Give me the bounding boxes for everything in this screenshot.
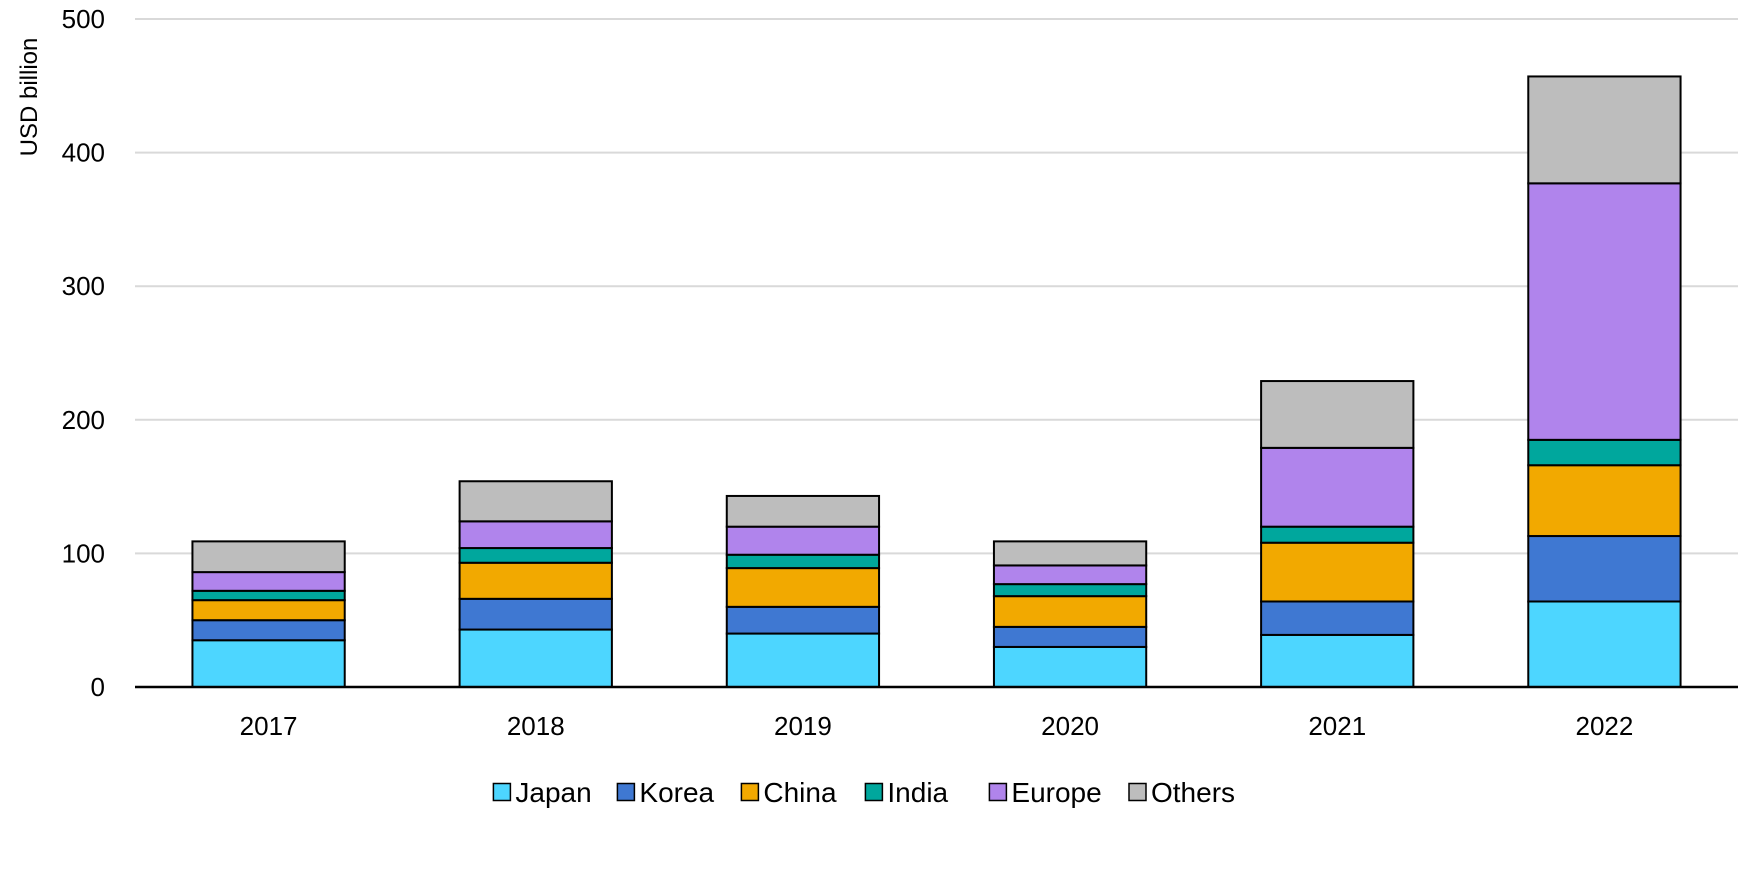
legend-swatch bbox=[988, 782, 1008, 802]
bar-segment-europe-2017 bbox=[191, 571, 346, 592]
bars bbox=[191, 75, 1682, 688]
gridlines bbox=[135, 18, 1738, 555]
legend-label: India bbox=[887, 777, 948, 808]
legend-swatch bbox=[740, 782, 760, 802]
bar-segment-europe-2020 bbox=[992, 564, 1148, 586]
legend-item-others: Others bbox=[1128, 777, 1235, 808]
y-axis-tick-labels: 0 100 200 300 400 500 bbox=[62, 4, 105, 702]
bar-segment-india-2021 bbox=[1260, 525, 1415, 544]
legend-label: Japan bbox=[515, 777, 591, 808]
bar-segment-others-2017 bbox=[191, 540, 346, 574]
y-tick-label: 200 bbox=[62, 405, 105, 435]
bar-segment-japan-2022 bbox=[1527, 600, 1682, 688]
bar-segment-others-2019 bbox=[725, 494, 881, 528]
bar-segment-korea-2020 bbox=[992, 625, 1148, 648]
bar-segment-china-2017 bbox=[191, 599, 346, 622]
y-tick-label: 500 bbox=[62, 4, 105, 34]
bar-segment-japan-2018 bbox=[458, 628, 613, 688]
x-tick-label: 2018 bbox=[507, 711, 565, 741]
bar-segment-others-2022 bbox=[1527, 75, 1682, 185]
legend-item-europe: Europe bbox=[988, 777, 1102, 808]
x-tick-label: 2022 bbox=[1575, 711, 1633, 741]
legend-swatch bbox=[864, 782, 884, 802]
bar-segment-china-2019 bbox=[725, 567, 881, 608]
bar-segment-korea-2019 bbox=[725, 605, 881, 635]
y-tick-label: 100 bbox=[62, 538, 105, 568]
bar-segment-china-2018 bbox=[458, 561, 613, 600]
bar-segment-korea-2022 bbox=[1527, 535, 1682, 603]
bar-segment-india-2018 bbox=[458, 547, 613, 564]
bar-stack-2019 bbox=[725, 494, 881, 688]
legend-item-india: India bbox=[864, 777, 949, 808]
bar-segment-europe-2022 bbox=[1527, 182, 1682, 441]
bar-segment-korea-2017 bbox=[191, 619, 346, 642]
legend-label: Korea bbox=[639, 777, 714, 808]
bar-segment-europe-2019 bbox=[725, 525, 881, 556]
x-tick-label: 2019 bbox=[774, 711, 832, 741]
x-tick-label: 2021 bbox=[1308, 711, 1366, 741]
y-axis-title: USD billion bbox=[16, 38, 43, 157]
legend-swatch bbox=[492, 782, 512, 802]
legend-item-japan: Japan bbox=[492, 777, 592, 808]
bar-segment-china-2022 bbox=[1527, 464, 1682, 538]
bar-segment-europe-2021 bbox=[1260, 446, 1415, 528]
bar-stack-2017 bbox=[191, 540, 346, 688]
bar-segment-others-2020 bbox=[992, 540, 1148, 567]
bar-segment-others-2018 bbox=[458, 480, 613, 523]
bar-stack-2020 bbox=[992, 540, 1148, 688]
y-tick-label: 0 bbox=[91, 672, 105, 702]
legend: Japan Korea China India Europe Others bbox=[492, 777, 1235, 808]
legend-label: China bbox=[763, 777, 837, 808]
bar-segment-india-2019 bbox=[725, 553, 881, 570]
x-tick-label: 2020 bbox=[1041, 711, 1099, 741]
bar-segment-japan-2021 bbox=[1260, 633, 1415, 688]
legend-swatch bbox=[616, 782, 636, 802]
x-tick-label: 2017 bbox=[240, 711, 298, 741]
legend-label: Europe bbox=[1011, 777, 1101, 808]
bar-segment-china-2021 bbox=[1260, 541, 1415, 603]
bar-segment-korea-2021 bbox=[1260, 600, 1415, 636]
bar-segment-japan-2017 bbox=[191, 639, 346, 688]
legend-swatch bbox=[1128, 782, 1147, 802]
bar-segment-others-2021 bbox=[1260, 380, 1415, 449]
x-axis-tick-labels: 2017 2018 2019 2020 2021 2022 bbox=[240, 711, 1634, 741]
y-tick-label: 400 bbox=[62, 138, 105, 168]
bar-stack-2021 bbox=[1260, 380, 1415, 688]
bar-segment-india-2022 bbox=[1527, 438, 1682, 467]
legend-label: Others bbox=[1151, 777, 1235, 808]
bar-segment-japan-2019 bbox=[725, 632, 881, 688]
bar-segment-korea-2018 bbox=[458, 597, 613, 631]
bar-stack-2022 bbox=[1527, 75, 1682, 688]
bar-segment-europe-2018 bbox=[458, 520, 613, 550]
bar-segment-china-2020 bbox=[992, 595, 1148, 628]
legend-item-korea: Korea bbox=[616, 777, 715, 808]
bar-segment-india-2017 bbox=[191, 589, 346, 602]
bar-stack-2018 bbox=[458, 480, 613, 688]
bar-segment-japan-2020 bbox=[992, 645, 1148, 688]
legend-item-china: China bbox=[740, 777, 837, 808]
y-tick-label: 300 bbox=[62, 271, 105, 301]
bar-segment-india-2020 bbox=[992, 583, 1148, 598]
